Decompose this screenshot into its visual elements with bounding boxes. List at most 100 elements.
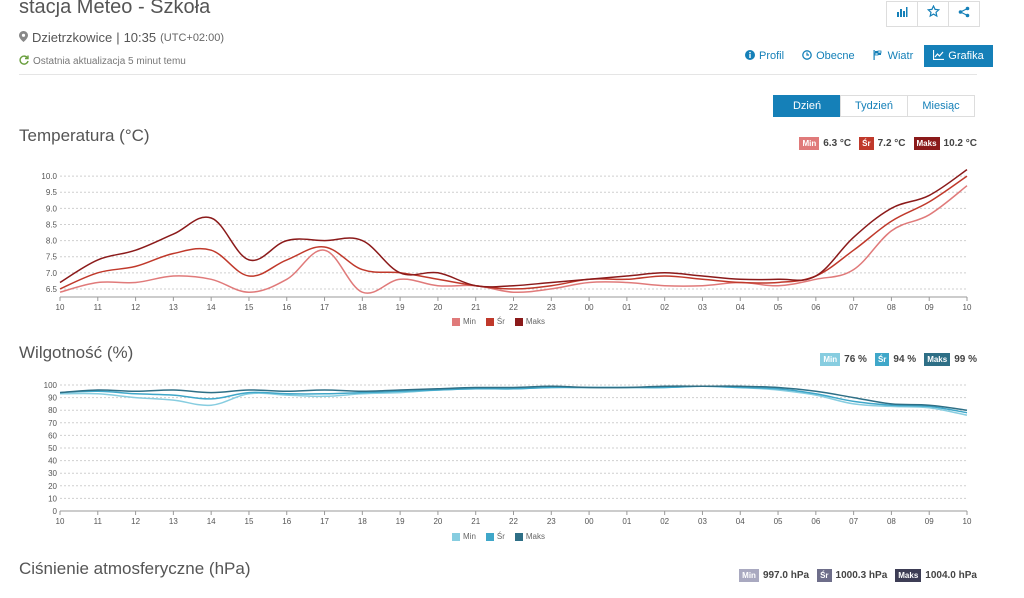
nav-profil[interactable]: Profil	[736, 45, 793, 67]
x-tick-label: 09	[925, 303, 934, 312]
x-tick-label: 18	[358, 303, 367, 312]
tab-day[interactable]: Dzień	[773, 95, 841, 117]
series-line-Min	[59, 385, 968, 416]
stat-avg-value: 1000.3 hPa	[835, 570, 888, 581]
x-tick-label: 02	[660, 517, 669, 526]
top-toolbar	[886, 1, 980, 27]
share-icon	[958, 5, 970, 23]
y-tick-label: 40	[48, 457, 57, 466]
stat-max-badge: Maks	[895, 569, 922, 582]
y-tick-label: 30	[48, 469, 57, 478]
series-line-Min	[59, 185, 968, 294]
x-tick-label: 08	[887, 303, 896, 312]
stat-avg-value: 7.2 °C	[877, 138, 906, 149]
x-tick-label: 04	[736, 303, 745, 312]
nav-obecne[interactable]: Obecne	[793, 45, 864, 67]
temperature-legend: Min Śr Maks	[452, 317, 545, 326]
x-tick-label: 18	[358, 517, 367, 526]
x-tick-label: 17	[320, 517, 329, 526]
x-tick-label: 19	[396, 303, 405, 312]
x-tick-label: 03	[698, 517, 707, 526]
x-tick-label: 22	[509, 303, 518, 312]
x-tick-label: 22	[509, 517, 518, 526]
stat-max-badge: Maks	[924, 353, 951, 366]
bar-chart-icon	[896, 5, 908, 23]
y-tick-label: 8.0	[46, 237, 58, 246]
flag-icon	[873, 49, 884, 63]
y-tick-label: 90	[48, 394, 57, 403]
tab-month[interactable]: Miesiąc	[907, 95, 975, 117]
favorite-button[interactable]	[917, 1, 949, 27]
x-tick-label: 20	[433, 517, 442, 526]
y-tick-label: 50	[48, 444, 57, 453]
series-line-Śr	[59, 175, 968, 290]
x-tick-label: 01	[622, 303, 631, 312]
y-tick-label: 8.5	[46, 220, 58, 229]
x-tick-label: 00	[585, 517, 594, 526]
x-tick-label: 03	[698, 303, 707, 312]
temperature-chart[interactable]: 6.5 7.0 7.5 8.0 8.5 9.0 9.5 10.0 10 11 12 13 14 15 16 1…	[0, 160, 1024, 330]
y-tick-label: 10	[48, 494, 57, 503]
x-tick-label: 21	[471, 303, 480, 312]
x-tick-label: 21	[471, 517, 480, 526]
x-tick-label: 13	[169, 517, 178, 526]
refresh-icon	[19, 55, 29, 68]
legend-item-min[interactable]: Min	[452, 317, 476, 326]
y-tick-label: 60	[48, 431, 57, 440]
x-tick-label: 15	[245, 303, 254, 312]
x-tick-label: 08	[887, 517, 896, 526]
last-update: Ostatnia aktualizacja 5 minut temu	[19, 55, 186, 68]
x-tick-label: 23	[547, 303, 556, 312]
x-tick-label: 05	[774, 517, 783, 526]
stat-max-value: 99 %	[954, 354, 977, 365]
legend-item-avg[interactable]: Śr	[485, 317, 505, 326]
tab-week[interactable]: Tydzień	[840, 95, 908, 117]
x-tick-label: 00	[585, 303, 594, 312]
stat-max-badge: Maks	[913, 137, 940, 150]
stat-avg-badge: Śr	[874, 353, 890, 366]
x-tick-label: 10	[963, 303, 972, 312]
legend-item-max[interactable]: Maks	[514, 532, 545, 541]
x-tick-label: 07	[849, 303, 858, 312]
stat-max-value: 10.2 °C	[943, 138, 977, 149]
pressure-title: Ciśnienie atmosferyczne (hPa)	[19, 559, 251, 578]
x-tick-label: 19	[396, 517, 405, 526]
x-tick-label: 15	[245, 517, 254, 526]
y-tick-label: 9.0	[46, 204, 58, 213]
stat-min-value: 6.3 °C	[823, 138, 852, 149]
x-tick-label: 07	[849, 517, 858, 526]
header-divider	[19, 74, 977, 75]
share-button[interactable]	[948, 1, 980, 27]
humidity-title: Wilgotność (%)	[19, 343, 134, 362]
chart-button[interactable]	[886, 1, 918, 27]
x-tick-label: 14	[207, 517, 216, 526]
map-marker-icon	[19, 30, 28, 45]
stat-min-value: 997.0 hPa	[762, 570, 810, 581]
x-tick-label: 02	[660, 303, 669, 312]
y-tick-label: 6.5	[46, 285, 58, 294]
legend-item-min[interactable]: Min	[452, 532, 476, 541]
x-tick-label: 04	[736, 517, 745, 526]
x-tick-label: 23	[547, 517, 556, 526]
period-selector: Dzień Tydzień Miesiąc	[773, 95, 975, 117]
legend-item-avg[interactable]: Śr	[485, 532, 505, 541]
stat-min-badge: Min	[820, 353, 841, 366]
x-tick-label: 09	[925, 517, 934, 526]
y-tick-label: 10.0	[41, 172, 57, 181]
star-icon	[926, 4, 940, 23]
x-tick-label: 16	[282, 517, 291, 526]
location-name: Dzietrzkowice	[32, 30, 113, 45]
nav-wiatr[interactable]: Wiatr	[864, 45, 923, 67]
x-tick-label: 10	[56, 303, 65, 312]
legend-item-max[interactable]: Maks	[514, 317, 545, 326]
nav-grafika[interactable]: Grafika	[924, 45, 993, 67]
humidity-legend: Min Śr Maks	[452, 532, 545, 541]
y-tick-label: 0	[53, 507, 58, 516]
y-tick-label: 9.5	[46, 188, 58, 197]
stat-max-value: 1004.0 hPa	[925, 570, 977, 581]
series-line-Maks	[59, 385, 968, 411]
stat-avg-value: 94 %	[893, 354, 917, 365]
x-tick-label: 11	[94, 517, 103, 526]
info-icon	[745, 49, 755, 63]
